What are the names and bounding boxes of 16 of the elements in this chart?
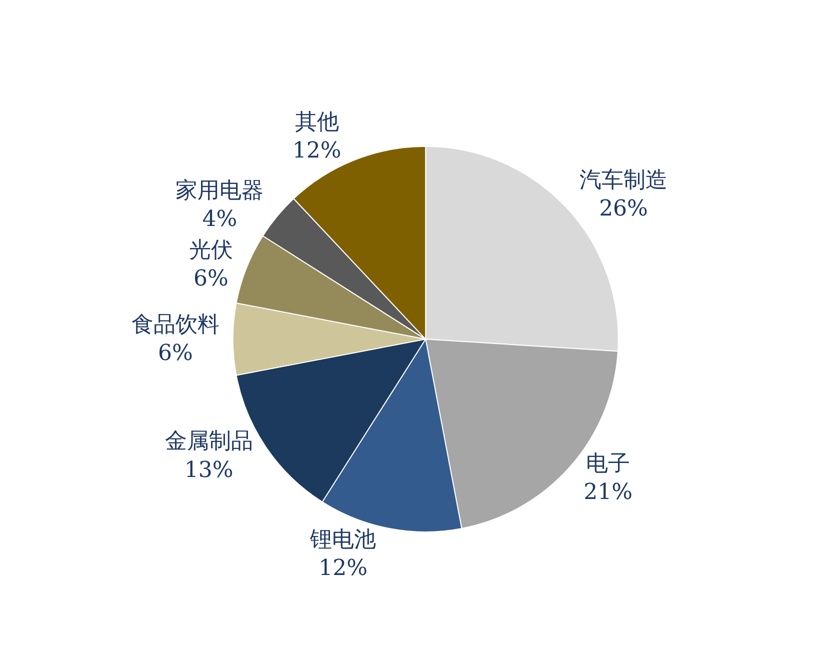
data-label: 6% [158,340,193,366]
data-label: 12% [318,556,368,582]
data-label: 13% [184,458,234,483]
slice-label: 锂电池 [309,528,376,553]
slice-label: 食品饮料 [131,312,220,338]
data-label: 4% [202,207,238,232]
slice-label: 电子 [586,452,630,477]
slice-label: 其他 [294,110,339,135]
data-label: 26% [599,196,648,222]
slice-label: 金属制品 [164,429,253,454]
data-label: 6% [194,266,228,292]
data-label: 12% [292,138,342,164]
slice-label: 家用电器 [176,178,264,204]
data-label: 21% [584,480,632,506]
slice-label: 汽车制造 [580,168,668,193]
slice-label: 光伏 [188,238,233,263]
